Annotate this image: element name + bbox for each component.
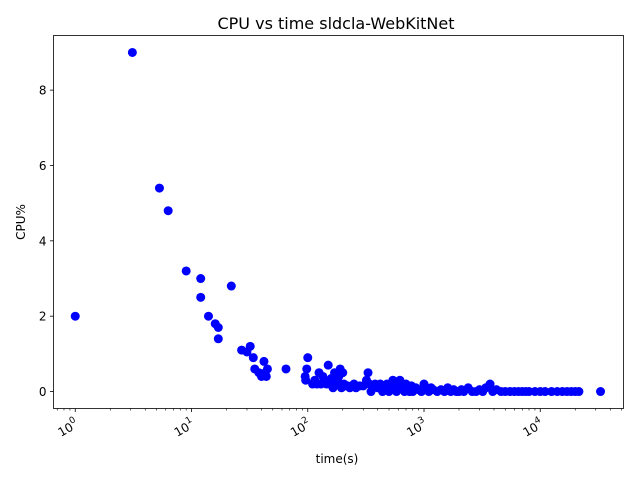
data-point bbox=[262, 364, 272, 374]
x-tick-label-exponent: 1 bbox=[184, 415, 194, 427]
data-point bbox=[261, 371, 271, 381]
data-point bbox=[338, 368, 348, 378]
x-tick-label-base: 10 bbox=[172, 420, 192, 440]
data-point bbox=[363, 368, 373, 378]
data-point bbox=[596, 387, 606, 397]
chart-title: CPU vs time sldcla-WebKitNet bbox=[217, 14, 454, 33]
data-point bbox=[574, 387, 584, 397]
x-tick-label: 104 bbox=[520, 415, 546, 439]
data-point bbox=[245, 341, 255, 351]
data-point bbox=[213, 334, 223, 344]
x-tick-label: 101 bbox=[171, 415, 197, 439]
data-point bbox=[213, 322, 223, 332]
y-tick-label: 4 bbox=[39, 234, 47, 248]
data-point bbox=[303, 353, 313, 363]
data-point bbox=[163, 206, 173, 216]
data-point bbox=[301, 375, 311, 385]
data-point bbox=[302, 364, 312, 374]
data-point bbox=[196, 292, 206, 302]
x-axis-label: time(s) bbox=[316, 452, 359, 466]
data-point bbox=[70, 311, 80, 321]
x-tick-label-exponent: 0 bbox=[68, 415, 78, 427]
x-tick-label: 100 bbox=[55, 415, 81, 439]
data-point bbox=[196, 274, 206, 284]
data-point bbox=[323, 360, 333, 370]
data-point bbox=[248, 353, 258, 363]
data-points bbox=[70, 47, 606, 397]
y-tick-label: 6 bbox=[39, 159, 47, 173]
plot-frame bbox=[53, 35, 624, 409]
y-tick-label: 2 bbox=[39, 310, 47, 324]
data-point bbox=[154, 183, 164, 193]
data-point bbox=[226, 281, 236, 291]
data-point bbox=[181, 266, 191, 276]
x-tick-label-base: 10 bbox=[404, 420, 424, 440]
x-tick-label-exponent: 3 bbox=[417, 415, 427, 427]
data-point bbox=[259, 356, 269, 366]
data-point bbox=[540, 387, 550, 397]
x-tick-label-base: 10 bbox=[56, 420, 76, 440]
data-point bbox=[485, 379, 495, 389]
y-tick-label: 0 bbox=[39, 385, 47, 399]
x-tick-label-exponent: 2 bbox=[300, 415, 310, 427]
x-tick-label-base: 10 bbox=[521, 420, 541, 440]
data-point bbox=[281, 364, 291, 374]
data-point bbox=[203, 311, 213, 321]
y-axis-label: CPU% bbox=[14, 204, 28, 240]
x-tick-label: 103 bbox=[403, 415, 429, 439]
y-tick-label: 8 bbox=[39, 84, 47, 98]
x-tick-label: 102 bbox=[287, 415, 313, 439]
x-tick-label-base: 10 bbox=[288, 420, 308, 440]
x-tick-label-exponent: 4 bbox=[533, 415, 543, 427]
data-point bbox=[127, 47, 137, 57]
